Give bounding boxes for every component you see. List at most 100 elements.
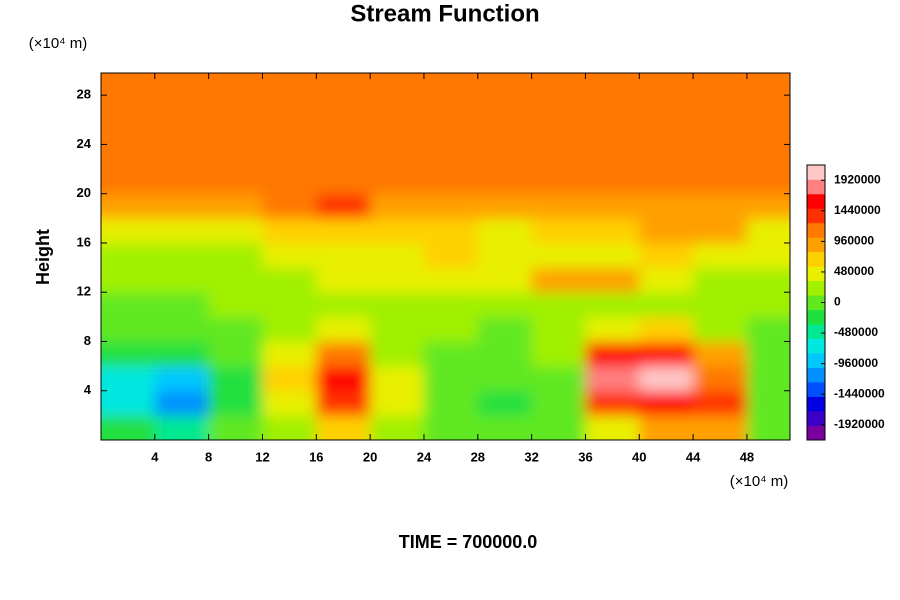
- cell: [531, 169, 586, 195]
- y-tick-label: 24: [77, 136, 92, 151]
- cell: [477, 169, 533, 195]
- cell: [585, 267, 640, 293]
- cell: [101, 242, 156, 269]
- cell: [477, 292, 533, 318]
- cell: [585, 73, 640, 96]
- cell: [316, 390, 371, 416]
- cell: [746, 341, 790, 367]
- colorbar-label: 0: [834, 295, 841, 309]
- cell: [316, 267, 371, 293]
- cell: [316, 366, 371, 392]
- cell: [693, 316, 748, 342]
- cell: [316, 169, 371, 195]
- cell: [585, 415, 640, 440]
- cell: [262, 415, 317, 440]
- cell: [423, 144, 479, 170]
- y-tick-label: 20: [77, 185, 91, 200]
- cell: [639, 316, 694, 342]
- colorbar-label: 960000: [834, 234, 874, 248]
- cell: [746, 95, 790, 121]
- colorbar-label: -960000: [834, 356, 878, 370]
- cell: [316, 119, 371, 145]
- x-tick-label: 32: [524, 449, 538, 464]
- cell: [423, 242, 479, 269]
- cell: [316, 415, 371, 440]
- cell: [316, 144, 371, 170]
- cell: [154, 415, 210, 440]
- cell: [101, 292, 156, 318]
- cell: [423, 218, 479, 244]
- cell: [746, 73, 790, 96]
- cell: [639, 169, 694, 195]
- cell: [477, 390, 533, 416]
- cell: [101, 73, 156, 96]
- cell: [585, 169, 640, 195]
- colorbar-step: [807, 208, 825, 224]
- cell: [477, 95, 533, 121]
- cell: [531, 390, 586, 416]
- cell: [262, 316, 317, 342]
- cell: [477, 366, 533, 392]
- cell: [639, 73, 694, 96]
- cell: [154, 169, 210, 195]
- cell: [693, 242, 748, 269]
- cell: [101, 95, 156, 121]
- cell: [154, 193, 210, 219]
- cell: [585, 390, 640, 416]
- colorbar-step: [807, 222, 825, 238]
- cell: [423, 119, 479, 145]
- x-tick-label: 28: [471, 449, 485, 464]
- x-tick-label: 24: [417, 449, 432, 464]
- cell: [316, 95, 371, 121]
- cell: [316, 242, 371, 269]
- colorbar-step: [807, 237, 825, 253]
- cell: [101, 415, 156, 440]
- colorbar-step: [807, 280, 825, 296]
- cell: [585, 242, 640, 269]
- cell: [639, 267, 694, 293]
- cell: [639, 415, 694, 440]
- cell: [477, 119, 533, 145]
- cell: [370, 366, 425, 392]
- cell: [208, 267, 263, 293]
- cell: [262, 366, 317, 392]
- x-tick-label: 20: [363, 449, 377, 464]
- cell: [531, 144, 586, 170]
- cell: [585, 366, 640, 392]
- colorbar-step: [807, 367, 825, 383]
- cell: [746, 390, 790, 416]
- field: [101, 73, 790, 440]
- cell: [370, 95, 425, 121]
- cell: [262, 390, 317, 416]
- cell: [262, 169, 317, 195]
- x-unit: (×10⁴ m): [730, 473, 789, 490]
- colorbar-label: -1920000: [834, 417, 885, 431]
- plot-frame: [100, 72, 791, 441]
- cell: [477, 73, 533, 96]
- cell: [693, 193, 748, 219]
- cell: [370, 169, 425, 195]
- cell: [639, 242, 694, 269]
- cell: [316, 292, 371, 318]
- cell: [208, 73, 263, 96]
- cell: [316, 218, 371, 244]
- cell: [746, 119, 790, 145]
- cell: [154, 95, 210, 121]
- cell: [262, 144, 317, 170]
- cell: [370, 119, 425, 145]
- cell: [693, 73, 748, 96]
- cell: [746, 169, 790, 195]
- cell: [746, 193, 790, 219]
- cell: [639, 193, 694, 219]
- colorbar-step: [807, 425, 825, 441]
- cell: [639, 341, 694, 367]
- cell: [693, 169, 748, 195]
- footer: TIME = 700000.0: [399, 532, 538, 552]
- cell: [208, 415, 263, 440]
- cell: [101, 366, 156, 392]
- cell: [262, 193, 317, 219]
- cell: [746, 292, 790, 318]
- x-tick-label: 48: [740, 449, 754, 464]
- cell: [746, 366, 790, 392]
- cell: [262, 242, 317, 269]
